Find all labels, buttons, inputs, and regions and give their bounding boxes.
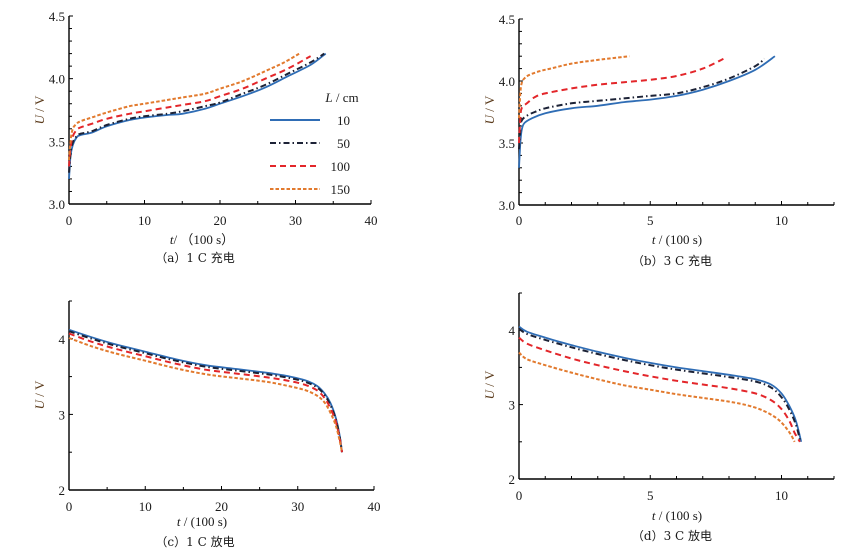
y-tick-label: 2 [509,472,516,487]
legend-label: 50 [337,136,350,151]
y-axis-title: U / V [482,370,497,399]
chart-panel-b: 0 5 10 3.0 3.5 4.0 4.5 t / (100 s) U / V （b）3 C 充… [482,12,835,268]
y-axis-title-var: U [32,398,47,409]
series-line-L10 [518,55,776,168]
series-line-L10 [518,325,803,443]
x-axis-title-var: t [170,232,174,247]
y-tick-label: 4.0 [49,72,65,87]
x-tick-label: 0 [516,488,523,503]
legend-label: 100 [331,159,351,174]
series-line-L50 [68,330,343,453]
x-axis-title: t / (100 s) [177,514,227,529]
x-axis-title-var: t [652,508,656,523]
panel-caption: （d）3 C 放电 [632,528,712,543]
x-tick-label: 0 [66,213,73,228]
legend-title: L / cm [324,90,358,105]
series-line-L100 [518,336,801,443]
x-axis-title-unit: / (100 s) [656,232,703,247]
chart-panel-d: 0 5 10 2 3 4 t / (100 s) U / V （d）3 C 放电 [482,292,835,543]
x-tick-label: 40 [365,213,378,228]
legend: L / cm 10 50 100 150 [270,90,359,197]
x-tick-label: 5 [647,488,654,503]
panel-caption: （a）1 C 充电 [155,250,235,265]
x-tick-label: 20 [215,499,228,514]
y-axis-title-var: U [32,113,47,124]
x-axis-title-unit: / (100 s) [656,508,703,523]
legend-title-unit: / cm [333,90,359,105]
legend-title-var: L [324,90,332,105]
x-tick-label: 10 [775,213,788,228]
y-tick-label: 4.0 [499,74,515,89]
y-axis-title-var: U [482,113,497,124]
series-line-L100 [518,57,725,144]
panel-caption: （c）1 C 放电 [155,534,234,549]
x-axis-title: t/ （100 s） [170,232,234,247]
x-axis-title-var: t [652,232,656,247]
x-tick-label: 10 [139,499,152,514]
y-tick-label: 3 [59,407,66,422]
x-tick-label: 5 [647,213,654,228]
y-axis-title: U / V [32,95,47,124]
x-axis-title-unit: / （100 s） [173,232,234,247]
series-line-L150 [518,351,796,443]
series-line-L50 [518,327,802,443]
x-tick-label: 30 [289,213,302,228]
x-axis-title-var: t [177,514,181,529]
y-tick-label: 4 [509,323,516,338]
y-axis-title: U / V [482,95,497,124]
series-line-L150 [68,52,300,161]
series-line-L150 [518,55,630,119]
x-tick-label: 0 [516,213,523,228]
series-line-L100 [68,55,312,167]
legend-label: 10 [337,113,350,128]
y-axis-title-unit: / V [32,380,47,400]
y-tick-label: 4.5 [499,12,515,27]
chart-panel-c: 0 10 20 30 40 2 3 4 t / (100 s) U / V （c）1 C 放电 [32,300,381,549]
series-line-L50 [518,57,766,150]
y-tick-label: 4.5 [49,9,65,24]
y-tick-label: 4 [59,332,66,347]
panel-caption: （b）3 C 充电 [632,253,712,268]
series-line-L100 [68,332,343,453]
y-axis-title: U / V [32,380,47,409]
y-tick-label: 2 [59,483,66,498]
y-axis-title-unit: / V [482,95,497,115]
x-tick-label: 10 [138,213,151,228]
series-line-L10 [68,52,327,179]
x-tick-label: 20 [214,213,227,228]
x-tick-label: 40 [368,499,381,514]
x-axis-title-unit: / (100 s) [181,514,228,529]
x-axis-title: t / (100 s) [652,508,702,523]
y-axis-title-var: U [482,388,497,399]
y-axis-title-unit: / V [32,95,47,115]
y-tick-label: 3.5 [499,136,515,151]
legend-label: 150 [331,182,351,197]
y-tick-label: 3 [509,398,516,413]
y-tick-label: 3.0 [49,197,65,212]
x-tick-label: 10 [775,488,788,503]
series-line-L150 [68,337,343,453]
x-axis-title: t / (100 s) [652,232,702,247]
x-tick-label: 0 [66,499,73,514]
y-tick-label: 3.0 [499,198,515,213]
series-line-L50 [68,52,325,173]
y-axis-title-unit: / V [482,370,497,390]
y-tick-label: 3.5 [49,134,65,149]
x-tick-label: 30 [291,499,304,514]
chart-panel-a: 0 10 20 30 40 3.0 3.5 4.0 4.5 t/ （100 s） U / V （a）1… [32,9,378,265]
